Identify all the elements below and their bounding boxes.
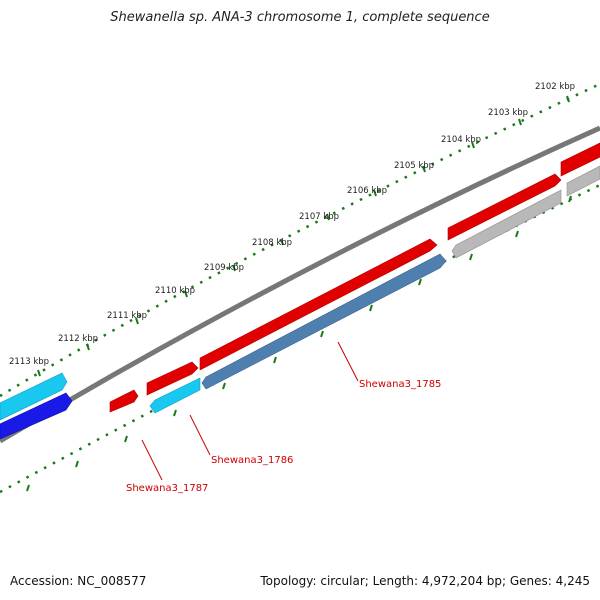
- tick-label: 2108 kbp: [252, 238, 292, 248]
- gene-feature[interactable]: [566, 165, 600, 197]
- tick-label: 2107 kbp: [299, 212, 339, 222]
- tick-label: 2110 kbp: [155, 286, 195, 296]
- tick-label: 2112 kbp: [58, 334, 98, 344]
- gene-feature[interactable]: [146, 361, 199, 396]
- accession-text: Accession: NC_008577: [10, 574, 147, 588]
- label-leader-line: [189, 414, 211, 456]
- gene-feature[interactable]: [0, 392, 73, 440]
- map-title: Shewanella sp. ANA-3 chromosome 1, compl…: [110, 10, 490, 25]
- inner-ruler-ticks: [26, 195, 572, 492]
- tick-label: 2102 kbp: [535, 82, 575, 92]
- tick-label: 2104 kbp: [441, 135, 481, 145]
- gene-feature[interactable]: [560, 142, 600, 177]
- gene-feature[interactable]: [199, 238, 438, 371]
- tick-label: 2105 kbp: [394, 161, 434, 171]
- chromosome-backbone: [0, 125, 600, 444]
- gene-feature[interactable]: [201, 253, 447, 390]
- label-leader-line: [141, 439, 163, 481]
- gene-label[interactable]: Shewana3_1786: [211, 455, 293, 466]
- label-leader-line: [337, 341, 359, 382]
- tick-label: 2109 kbp: [204, 263, 244, 273]
- gene-feature[interactable]: [451, 189, 562, 259]
- gene-feature[interactable]: [109, 389, 139, 413]
- tick-label: 2103 kbp: [488, 108, 528, 118]
- tick-label: 2113 kbp: [9, 357, 49, 367]
- outer-ruler-dots: [0, 82, 600, 398]
- gene-feature[interactable]: [447, 173, 562, 241]
- outer-ruler-ticks: [37, 95, 570, 377]
- tick-label: 2111 kbp: [107, 311, 147, 321]
- tick-label: 2106 kbp: [347, 186, 387, 196]
- gene-label[interactable]: Shewana3_1785: [359, 379, 441, 390]
- gene-label[interactable]: Shewana3_1787: [126, 483, 208, 494]
- gene-feature[interactable]: [149, 377, 201, 414]
- gene-feature[interactable]: [0, 372, 68, 421]
- sequence-summary-text: Topology: circular; Length: 4,972,204 bp…: [260, 574, 590, 588]
